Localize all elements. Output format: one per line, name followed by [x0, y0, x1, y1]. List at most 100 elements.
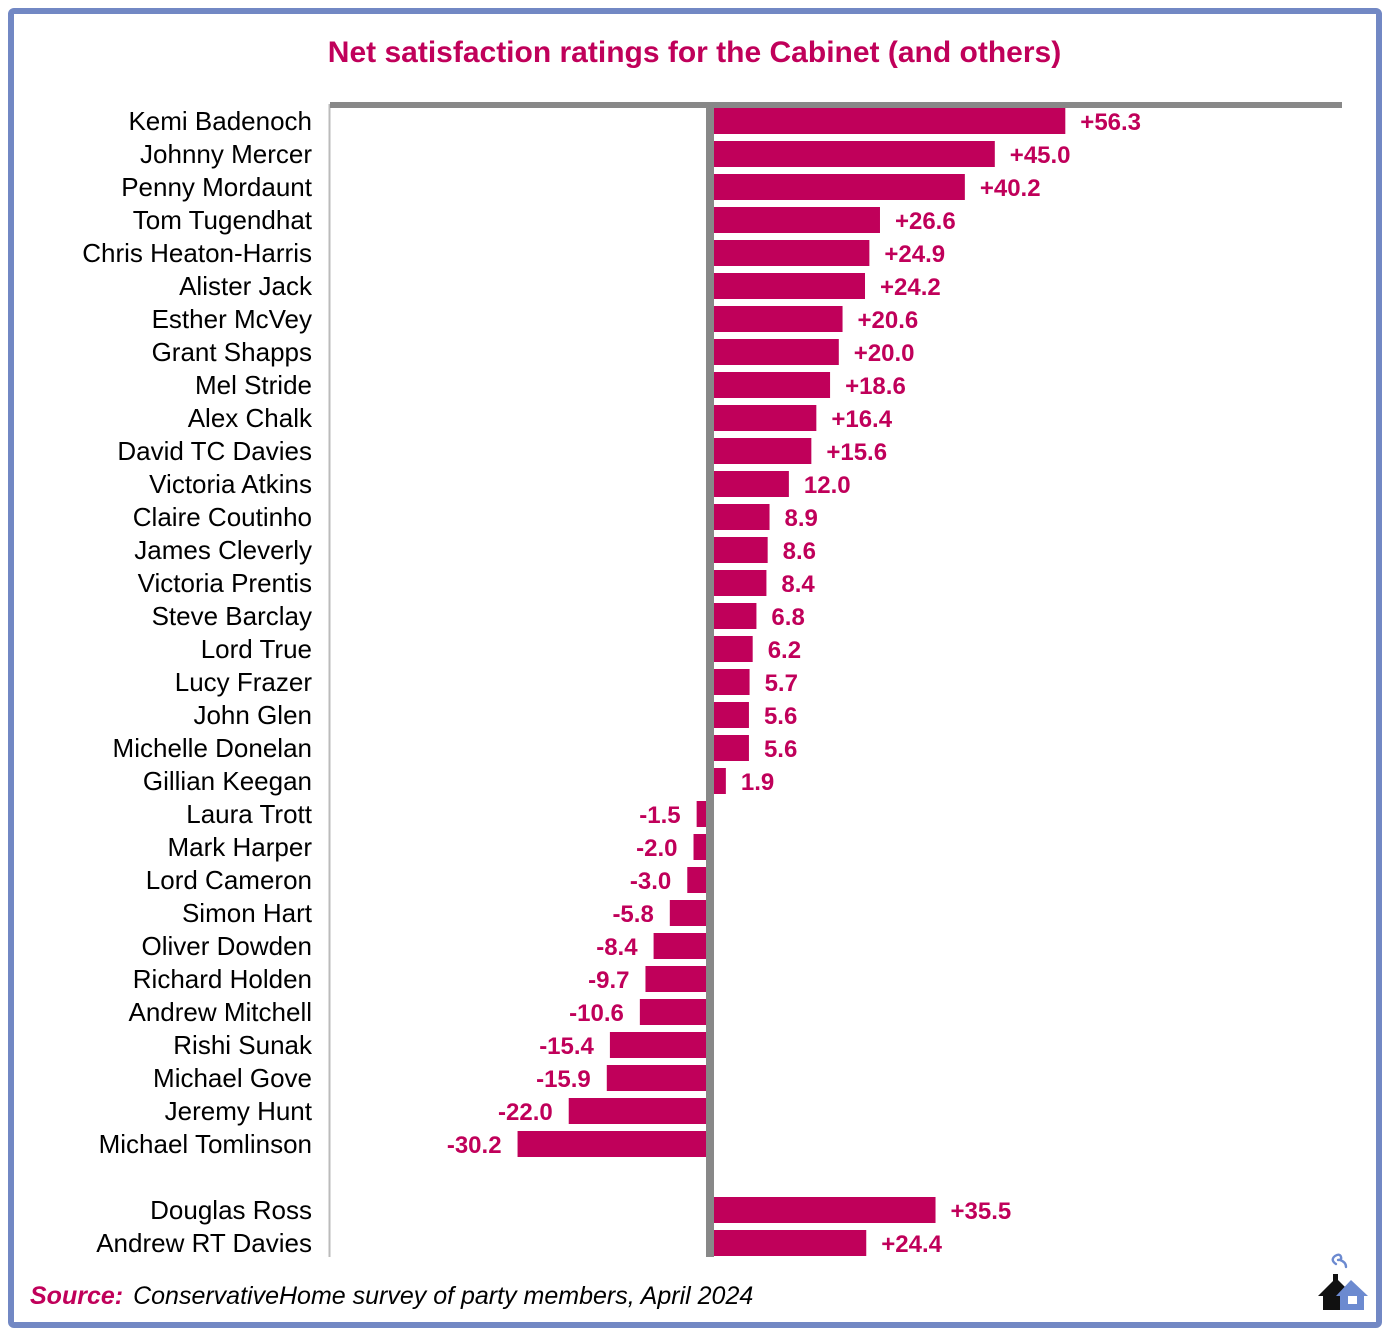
- value-label-jeremy-hunt: -22.0: [498, 1099, 553, 1126]
- bar-david-tc-davies: [714, 438, 812, 464]
- value-label-victoria-atkins: 12.0: [804, 472, 851, 499]
- category-label-victoria-prentis: Victoria Prentis: [138, 568, 312, 598]
- bar-johnny-mercer: [714, 141, 995, 167]
- value-label-michael-tomlinson: -30.2: [447, 1132, 502, 1159]
- bar-grant-shapps: [714, 339, 839, 365]
- bar-tom-tugendhat: [714, 207, 880, 233]
- source-label: Source:: [30, 1282, 124, 1310]
- category-label-michelle-donelan: Michelle Donelan: [113, 733, 312, 763]
- category-label-johnny-mercer: Johnny Mercer: [140, 139, 312, 169]
- category-label-james-cleverly: James Cleverly: [134, 535, 312, 565]
- value-label-johnny-mercer: +45.0: [1010, 142, 1071, 169]
- value-label-claire-coutinho: 8.9: [785, 505, 818, 532]
- value-label-douglas-ross: +35.5: [951, 1198, 1012, 1225]
- category-label-penny-mordaunt: Penny Mordaunt: [121, 172, 313, 202]
- value-label-laura-trott: -1.5: [639, 802, 680, 829]
- value-label-chris-heaton-harris: +24.9: [884, 241, 945, 268]
- bar-laura-trott: [696, 801, 706, 827]
- category-label-michael-tomlinson: Michael Tomlinson: [99, 1129, 312, 1159]
- bar-alister-jack: [714, 273, 866, 299]
- category-label-andrew-mitchell: Andrew Mitchell: [128, 997, 312, 1027]
- bar-steve-barclay: [714, 603, 757, 629]
- bar-michael-gove: [606, 1065, 706, 1091]
- category-label-tom-tugendhat: Tom Tugendhat: [133, 205, 313, 235]
- bar-victoria-atkins: [714, 471, 789, 497]
- category-label-michael-gove: Michael Gove: [153, 1063, 312, 1093]
- bar-victoria-prentis: [714, 570, 767, 596]
- bar-chris-heaton-harris: [714, 240, 870, 266]
- category-label-grant-shapps: Grant Shapps: [152, 337, 312, 367]
- value-label-john-glen: 5.6: [764, 703, 797, 730]
- value-label-james-cleverly: 8.6: [783, 538, 816, 565]
- value-label-michael-gove: -15.9: [536, 1066, 591, 1093]
- bar-michelle-donelan: [714, 735, 749, 761]
- value-label-alex-chalk: +16.4: [831, 406, 892, 433]
- bar-simon-hart: [669, 900, 706, 926]
- category-label-simon-hart: Simon Hart: [182, 898, 313, 928]
- bar-gillian-keegan: [714, 768, 726, 794]
- bar-andrew-rt-davies: [714, 1230, 867, 1256]
- category-label-lord-true: Lord True: [201, 634, 312, 664]
- bar-douglas-ross: [714, 1197, 936, 1223]
- category-label-lucy-frazer: Lucy Frazer: [175, 667, 313, 697]
- conservativehome-house-icon: [1318, 1253, 1368, 1310]
- value-label-michelle-donelan: 5.6: [764, 736, 797, 763]
- value-label-oliver-dowden: -8.4: [596, 934, 638, 961]
- bar-lucy-frazer: [714, 669, 750, 695]
- source-note: Source: ConservativeHome survey of party …: [30, 1282, 753, 1311]
- bar-rishi-sunak: [609, 1032, 706, 1058]
- value-label-rishi-sunak: -15.4: [539, 1033, 594, 1060]
- category-label-claire-coutinho: Claire Coutinho: [133, 502, 312, 532]
- bar-oliver-dowden: [653, 933, 706, 959]
- value-label-tom-tugendhat: +26.6: [895, 208, 956, 235]
- bar-penny-mordaunt: [714, 174, 965, 200]
- category-label-gillian-keegan: Gillian Keegan: [143, 766, 312, 796]
- bar-esther-mcvey: [714, 306, 843, 332]
- value-label-mel-stride: +18.6: [845, 373, 906, 400]
- category-label-victoria-atkins: Victoria Atkins: [149, 469, 312, 499]
- category-label-oliver-dowden: Oliver Dowden: [141, 931, 312, 961]
- value-label-mark-harper: -2.0: [636, 835, 677, 862]
- value-label-simon-hart: -5.8: [612, 901, 653, 928]
- value-label-andrew-mitchell: -10.6: [569, 1000, 624, 1027]
- value-label-grant-shapps: +20.0: [854, 340, 915, 367]
- bar-lord-cameron: [687, 867, 706, 893]
- bars-layer: [517, 108, 1066, 1256]
- bar-john-glen: [714, 702, 749, 728]
- value-label-andrew-rt-davies: +24.4: [881, 1231, 942, 1258]
- bar-james-cleverly: [714, 537, 768, 563]
- value-label-gillian-keegan: 1.9: [741, 769, 774, 796]
- value-label-alister-jack: +24.2: [880, 274, 941, 301]
- bar-claire-coutinho: [714, 504, 770, 530]
- category-label-david-tc-davies: David TC Davies: [117, 436, 312, 466]
- category-label-alex-chalk: Alex Chalk: [188, 403, 313, 433]
- top-axis-line: [330, 102, 1342, 108]
- category-label-alister-jack: Alister Jack: [179, 271, 313, 301]
- category-label-laura-trott: Laura Trott: [186, 799, 313, 829]
- bar-mark-harper: [693, 834, 706, 860]
- labels-layer: Kemi Badenoch +56.3 Johnny Mercer +45.0 Penn…: [82, 106, 1141, 1258]
- category-label-kemi-badenoch: Kemi Badenoch: [128, 106, 312, 136]
- bar-michael-tomlinson: [517, 1131, 706, 1157]
- value-label-lord-cameron: -3.0: [630, 868, 671, 895]
- category-label-andrew-rt-davies: Andrew RT Davies: [96, 1228, 312, 1258]
- value-label-richard-holden: -9.7: [588, 967, 629, 994]
- source-text: ConservativeHome survey of party members…: [133, 1282, 754, 1310]
- value-label-esther-mcvey: +20.6: [858, 307, 919, 334]
- value-label-david-tc-davies: +15.6: [826, 439, 887, 466]
- zero-axis-line: [706, 102, 714, 1257]
- value-label-steve-barclay: 6.8: [771, 604, 804, 631]
- category-label-rishi-sunak: Rishi Sunak: [173, 1030, 313, 1060]
- value-label-lord-true: 6.2: [768, 637, 801, 664]
- bar-kemi-badenoch: [714, 108, 1066, 134]
- value-label-penny-mordaunt: +40.2: [980, 175, 1041, 202]
- category-label-mark-harper: Mark Harper: [168, 832, 313, 862]
- category-label-mel-stride: Mel Stride: [195, 370, 312, 400]
- value-label-victoria-prentis: 8.4: [781, 571, 815, 598]
- category-label-douglas-ross: Douglas Ross: [150, 1195, 312, 1225]
- bar-alex-chalk: [714, 405, 817, 431]
- category-label-john-glen: John Glen: [193, 700, 312, 730]
- bar-mel-stride: [714, 372, 831, 398]
- category-label-steve-barclay: Steve Barclay: [152, 601, 312, 631]
